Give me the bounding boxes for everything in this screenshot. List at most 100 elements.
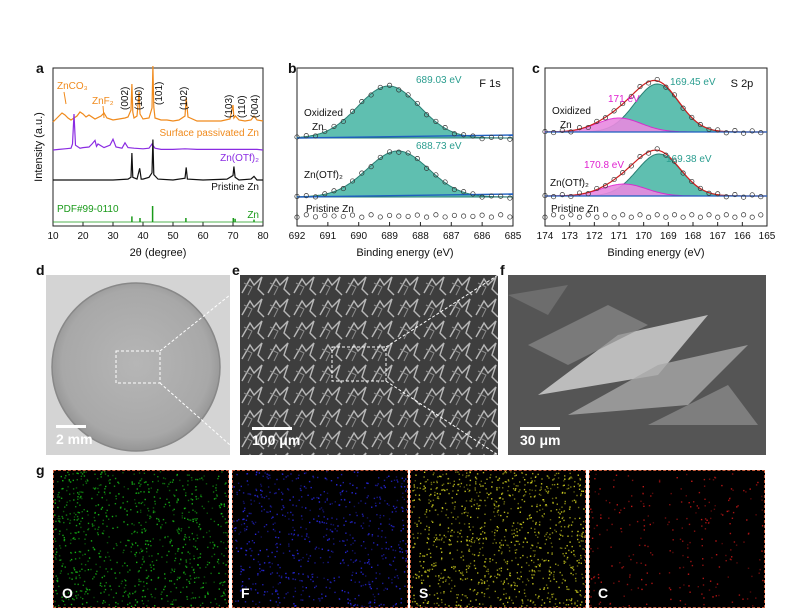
chart-b-datapoint <box>424 165 430 171</box>
chart-c-datapoint <box>697 122 703 128</box>
chart-c-xlabel: Binding energy (eV) <box>607 247 704 259</box>
chart-c-xtick-label: 165 <box>759 231 776 242</box>
chart-c-pristine-point <box>620 212 626 218</box>
chart-c-datapoint <box>568 193 574 200</box>
chart-c-pristine-point <box>568 212 574 218</box>
chart-b-datapoint <box>479 136 485 142</box>
chart-b-datapoint <box>303 133 309 139</box>
chart-c-pristine-point <box>663 214 669 220</box>
chart-b-baseline <box>296 193 514 198</box>
series-label-pristine: Pristine Zn <box>211 182 259 193</box>
chart-a-annot-arrow <box>102 105 105 119</box>
chart-c-datapoint <box>594 185 600 192</box>
chart-b: 692 691 690 689 688 687 686 685 F 1s Binding en… <box>289 67 522 259</box>
chart-c-pristine-point <box>585 212 591 218</box>
chart-c-pristine-point <box>689 212 695 218</box>
chart-c-datapoint <box>680 105 686 111</box>
chart-a-frame <box>52 67 264 227</box>
eds-speckle-s <box>411 471 585 607</box>
chart-b-datapoint <box>488 134 494 140</box>
chart-b-datapoint <box>303 193 309 199</box>
chart-c-peak-oxidized-minor: 171 eV <box>608 94 640 105</box>
chart-c-datapoint <box>542 193 548 199</box>
chart-c-main-peak <box>545 153 767 197</box>
chart-a-annot-arrow <box>63 91 67 105</box>
chart-c-datapoint <box>576 125 583 131</box>
eds-label-c: C <box>598 585 609 601</box>
chart-a-series-line <box>52 65 264 123</box>
chart-b-datapoint <box>442 125 448 131</box>
chart-b-pristine-point <box>322 212 328 219</box>
chart-c-datapoint <box>723 130 729 136</box>
chart-b-datapoint <box>414 156 420 162</box>
chart-a-ylabel: Intensity (a.u.) <box>33 112 45 182</box>
chart-c-datapoint <box>542 129 548 135</box>
chart-c-datapoint <box>689 178 695 185</box>
panel-letter-g: g <box>36 462 45 478</box>
chart-c-xtick-label: 171 <box>611 231 628 242</box>
chart-b-pristine-point <box>368 212 374 218</box>
chart-b-datapoint <box>368 164 374 170</box>
ref-label-pdf: PDF#99-0110 <box>57 204 119 215</box>
chart-c-pristine-point <box>602 212 608 218</box>
chart-b-baseline <box>296 134 514 139</box>
chart-c-xtick-label: 172 <box>586 231 603 242</box>
chart-b-label-oxidized: Oxidized <box>304 108 343 119</box>
chart-b-datapoint <box>294 193 300 199</box>
chart-c-xtick-label: 167 <box>709 231 726 242</box>
chart-c-peak-zn-otf2-minor: 170.8 eV <box>584 160 624 171</box>
chart-b-datapoint <box>451 131 457 137</box>
chart-c-datapoint <box>551 130 557 136</box>
chart-b-pristine-point <box>359 214 365 220</box>
chart-c-datapoint <box>706 190 712 196</box>
chart-c-xtick-label: 173 <box>561 231 578 242</box>
chart-b-pristine-point <box>470 213 476 219</box>
chart-b-datapoint <box>414 100 420 107</box>
eds-speckle-o <box>54 471 228 607</box>
chart-c-datapoint <box>732 192 738 198</box>
sem-texture-f <box>508 275 766 455</box>
chart-b-pristine-point <box>498 212 504 218</box>
eds-speckle-f <box>233 471 407 607</box>
chart-c-datapoint <box>628 93 634 99</box>
chart-c-datapoint <box>749 128 755 134</box>
chart-c-pristine-point <box>594 214 600 220</box>
chart-c-pristine-point <box>542 214 548 220</box>
chart-c-datapoint <box>697 185 703 191</box>
chart-a: 10 20 30 40 50 60 70 80 Intensity (a.u.) 2θ (de… <box>33 65 269 259</box>
chart-c-datapoint <box>715 127 721 133</box>
chart-b-pristine-point <box>387 212 393 218</box>
chart-c-datapoint <box>576 190 583 196</box>
chart-b-xtick-label: 692 <box>289 231 306 242</box>
series-label-passivated: Surface passivated Zn <box>160 128 260 139</box>
chart-b-datapoint <box>451 187 457 193</box>
panel-letter-e: e <box>232 262 240 278</box>
scale-bar-e <box>252 427 292 430</box>
chart-c-pristine-point <box>741 212 747 218</box>
chart-a-series-line <box>53 139 263 181</box>
chart-b-xtick-label: 690 <box>350 231 367 242</box>
chart-b-title: F 1s <box>479 78 501 90</box>
chart-c-datapoint <box>749 192 755 198</box>
chart-c-datapoint <box>715 191 721 197</box>
chart-c-datapoint <box>741 194 747 200</box>
chart-b-datapoint <box>433 172 439 178</box>
chart-b-datapoint <box>349 178 356 184</box>
chart-b-datapoint <box>331 188 337 194</box>
chart-b-pristine-point <box>377 214 383 220</box>
chart-c-datapoint <box>741 130 747 136</box>
chart-b-datapoint <box>470 133 476 139</box>
chart-c-pristine-point <box>706 212 712 218</box>
chart-a-xtick-label: 50 <box>167 231 179 242</box>
chart-c-datapoint <box>646 80 652 86</box>
chart-b-datapoint <box>433 118 439 124</box>
chart-a-xlabel: 2θ (degree) <box>130 247 187 259</box>
chart-b-datapoint <box>424 112 430 118</box>
chart-a-xtick-label: 60 <box>197 231 209 242</box>
chart-b-pristine-point <box>331 213 337 219</box>
chart-b-datapoint <box>479 194 485 200</box>
scale-label-f: 30 μm <box>520 432 561 448</box>
chart-c-pristine-point <box>749 214 755 220</box>
chart-c-pristine-point <box>671 212 678 218</box>
chart-b-xtick-label: 688 <box>412 231 429 242</box>
